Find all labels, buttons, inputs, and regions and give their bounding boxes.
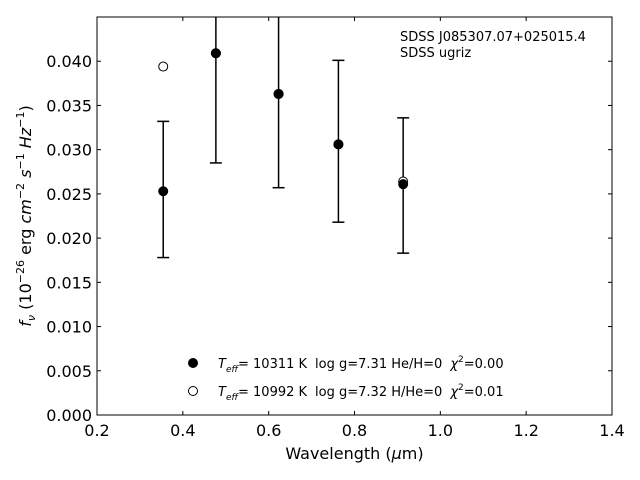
x-tick-label-2: 0.6 — [256, 421, 281, 440]
open-point-0 — [158, 61, 169, 72]
x-tick-label-6: 1.4 — [599, 421, 624, 440]
data-markers — [158, 48, 409, 197]
legend-marker-open — [188, 386, 198, 396]
plot-frame — [96, 16, 613, 416]
x-axis-label: Wavelength (μm) — [285, 444, 423, 463]
photometry-annotation: SDSS ugriz — [400, 46, 471, 61]
filled-point-4 — [398, 179, 409, 190]
object-name-annotation: SDSS J085307.07+025015.4 — [400, 30, 586, 45]
x-tick-label-3: 0.8 — [342, 421, 367, 440]
y-tick-label-1: 0.005 — [46, 362, 92, 381]
axis-ticks: 0.2 0.4 0.6 0.8 1.0 1.2 1.4 0.000 0.005 0.010 0.01… — [46, 17, 625, 440]
x-tick-label-5: 1.2 — [513, 421, 538, 440]
y-tick-label-2: 0.010 — [46, 318, 92, 337]
filled-point-1 — [210, 48, 221, 59]
y-tick-label-8: 0.040 — [46, 52, 92, 71]
y-tick-label-7: 0.035 — [46, 96, 92, 115]
x-tick-label-4: 1.0 — [428, 421, 453, 440]
x-tick-label-1: 0.4 — [170, 421, 195, 440]
y-tick-label-6: 0.030 — [46, 141, 92, 160]
plot-area — [97, 17, 612, 415]
x-tick-label-0: 0.2 — [84, 421, 109, 440]
y-tick-label-5: 0.025 — [46, 185, 92, 204]
filled-point-2 — [273, 88, 284, 99]
filled-point-3 — [333, 139, 344, 150]
y-tick-label-0: 0.000 — [46, 406, 92, 425]
y-tick-label-3: 0.015 — [46, 273, 92, 292]
y-axis-label: fν (10−26 erg cm−2 s−1 Hz−1) — [14, 105, 38, 326]
legend-marker-filled — [188, 358, 198, 368]
y-tick-label-4: 0.020 — [46, 229, 92, 248]
filled-point-0 — [158, 186, 169, 197]
